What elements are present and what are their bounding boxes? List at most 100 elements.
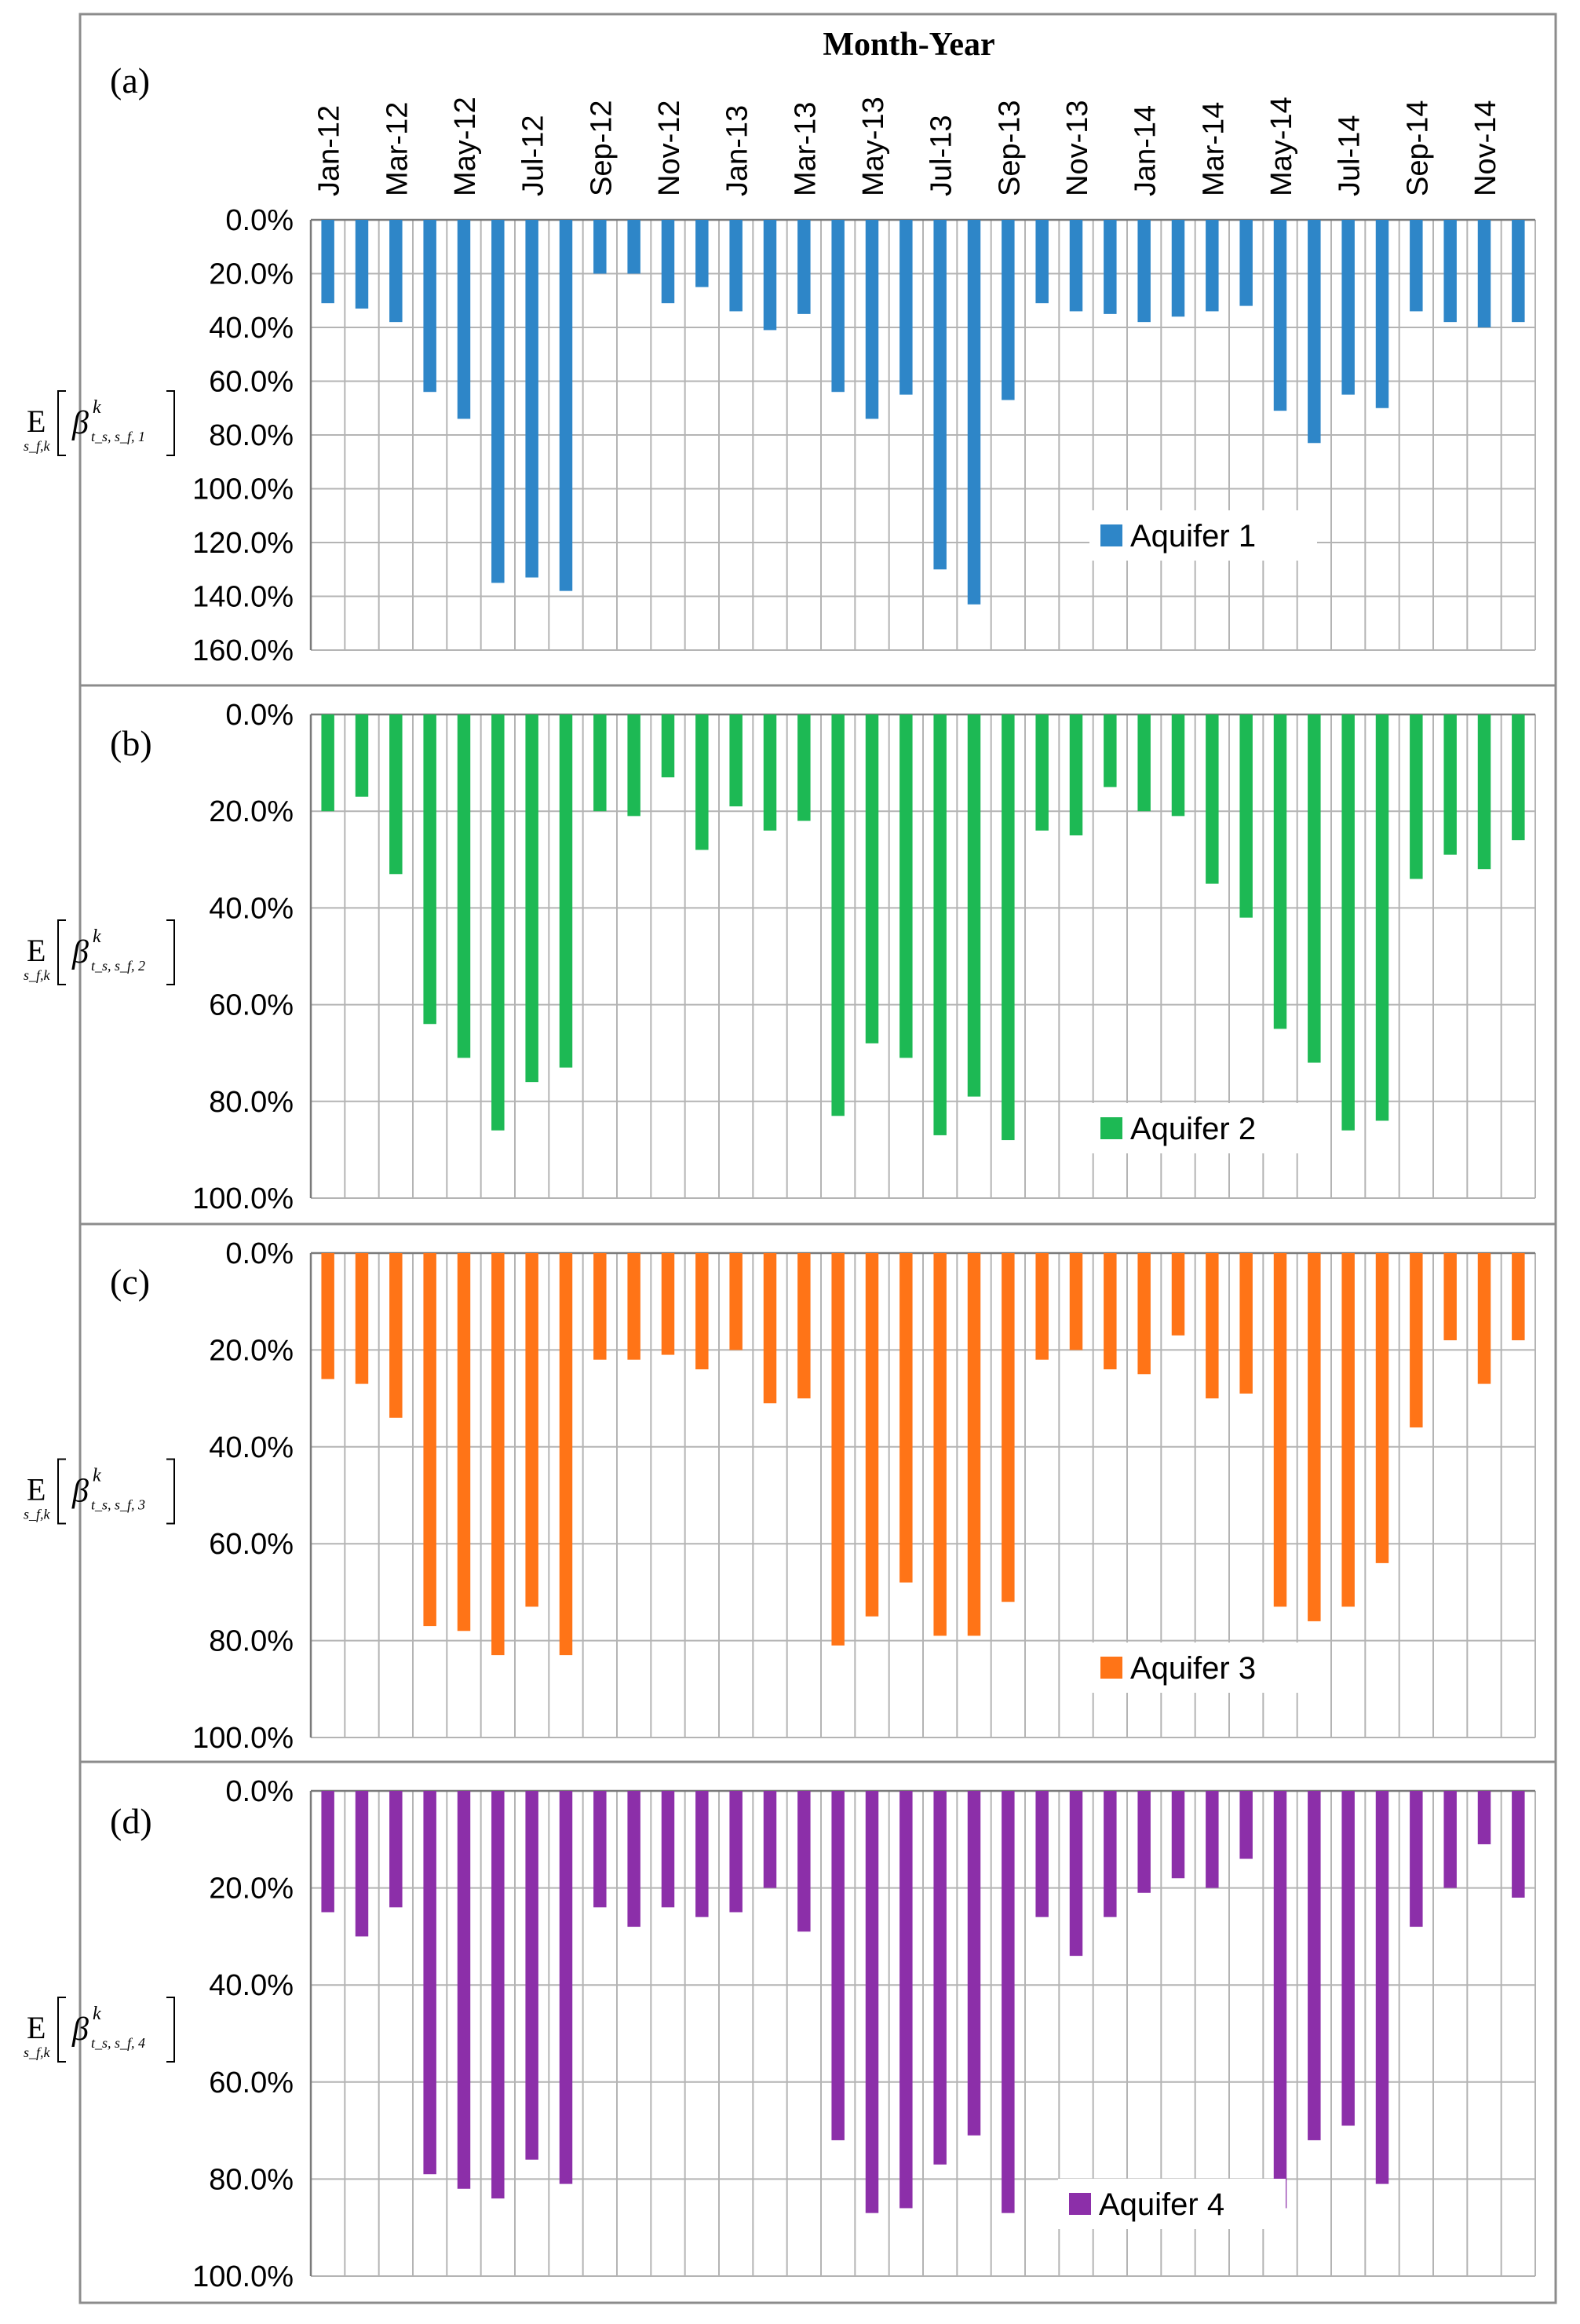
x-tick-label: Mar-12	[381, 102, 414, 196]
bar-Feb-13	[763, 1253, 777, 1404]
legend-background	[1089, 1643, 1317, 1693]
bar-May-14	[1273, 714, 1287, 1029]
y-label-operator: E	[27, 1472, 46, 1507]
y-label-symbol: β	[71, 405, 89, 441]
bar-Jul-13	[933, 714, 947, 1135]
y-tick-label: 0.0%	[225, 204, 294, 237]
y-tick-label: 20.0%	[209, 795, 294, 828]
bar-Apr-12	[423, 220, 436, 393]
bar-Sep-14	[1410, 1791, 1423, 1928]
bar-Sep-12	[593, 1791, 607, 1908]
panel-label: (b)	[110, 723, 152, 763]
bar-Jan-13	[729, 714, 743, 807]
bar-Nov-12	[661, 714, 675, 778]
y-tick-label: 20.0%	[209, 258, 294, 291]
y-label-operator-subscript: s_f,k	[24, 1507, 51, 1522]
legend-label: Aquifer 4	[1099, 2187, 1224, 2222]
bar-Jul-13	[933, 1253, 947, 1636]
y-tick-label: 100.0%	[192, 1722, 294, 1755]
panel-frame	[78, 1760, 1557, 2304]
y-tick-label: 40.0%	[209, 312, 294, 345]
bar-Jul-13	[933, 220, 947, 570]
legend: Aquifer 3	[1089, 1643, 1317, 1693]
bar-Feb-14	[1171, 1253, 1185, 1336]
bar-Jun-13	[899, 714, 913, 1058]
legend: Aquifer 1	[1089, 510, 1317, 561]
legend-background	[1089, 510, 1317, 561]
y-label-symbol: β	[71, 2012, 89, 2048]
x-tick-label: Sep-12	[585, 100, 618, 196]
bar-Feb-13	[763, 714, 777, 831]
bar-Nov-12	[661, 220, 675, 304]
bar-Mar-14	[1206, 1253, 1219, 1399]
bar-Mar-12	[389, 1791, 403, 1908]
chart-title: Month-Year	[823, 27, 994, 63]
bar-Aug-14	[1375, 1791, 1389, 2184]
bar-Jul-12	[525, 1791, 538, 2160]
bar-Sep-13	[1002, 220, 1015, 400]
bar-Nov-13	[1069, 714, 1083, 835]
bar-Jan-13	[729, 220, 743, 312]
bar-Dec-13	[1104, 1253, 1117, 1370]
legend-label: Aquifer 2	[1130, 1112, 1256, 1146]
bar-Jul-13	[933, 1791, 947, 2165]
bar-Apr-14	[1239, 714, 1253, 918]
bar-Oct-14	[1443, 220, 1457, 323]
bar-Oct-13	[1035, 714, 1049, 831]
bar-Nov-14	[1477, 714, 1491, 870]
bar-May-12	[457, 1253, 471, 1632]
bar-Apr-12	[423, 1253, 436, 1627]
bar-Oct-13	[1035, 220, 1049, 304]
y-label-superscript: k	[93, 1466, 101, 1486]
bar-Oct-13	[1035, 1791, 1049, 1917]
x-tick-label: Jul-13	[925, 115, 958, 197]
x-tick-label: Nov-12	[653, 100, 686, 197]
y-tick-label: 100.0%	[192, 473, 294, 506]
bar-Jan-12	[321, 714, 334, 812]
bar-Sep-14	[1410, 714, 1423, 879]
bar-Sep-12	[593, 220, 607, 274]
right-bracket	[166, 919, 175, 985]
y-tick-label: 40.0%	[209, 892, 294, 925]
y-tick-label: 80.0%	[209, 419, 294, 452]
panel-label: (c)	[110, 1262, 150, 1302]
bar-Sep-13	[1002, 1791, 1015, 2213]
bar-Mar-13	[797, 220, 811, 314]
x-tick-label: Sep-14	[1401, 100, 1434, 196]
left-bracket	[57, 919, 66, 985]
bar-Nov-12	[661, 1791, 675, 1908]
y-axis-label: Es_f,k β k t_s, s_f, 3	[24, 1458, 175, 1525]
bar-Dec-13	[1104, 1791, 1117, 1917]
bar-Oct-14	[1443, 1253, 1457, 1341]
bar-Apr-13	[831, 714, 845, 1116]
bar-Dec-14	[1512, 1253, 1525, 1341]
bar-Apr-14	[1239, 220, 1253, 306]
y-tick-label: 20.0%	[209, 1334, 294, 1367]
x-axis-tick-labels: Jan-12 Mar-12 May-12 Jul-12 Sep-12 Nov-12 Jan-…	[313, 97, 1502, 196]
bar-Mar-14	[1206, 1791, 1219, 1888]
bar-Nov-13	[1069, 220, 1083, 312]
x-tick-label: May-14	[1265, 97, 1298, 196]
bar-Jul-14	[1341, 714, 1355, 1131]
bar-May-13	[865, 220, 879, 419]
x-tick-label: Nov-14	[1469, 100, 1502, 197]
y-tick-label: 60.0%	[209, 1528, 294, 1561]
panel-a: 0.0% 20.0% 40.0% 60.0% 80.0% 100.0% 120.0% 140.…	[24, 13, 1557, 687]
y-tick-label: 80.0%	[209, 1625, 294, 1658]
bar-Oct-14	[1443, 1791, 1457, 1888]
panel-b: 0.0% 20.0% 40.0% 60.0% 80.0% 100.0% Aquifer 2 (…	[24, 684, 1557, 1226]
bar-Jul-14	[1341, 1791, 1355, 2126]
bar-Sep-14	[1410, 1253, 1423, 1428]
bar-May-12	[457, 714, 471, 1058]
bar-Aug-14	[1375, 714, 1389, 1121]
y-label-operator-subscript: s_f,k	[24, 967, 51, 983]
bar-Dec-12	[695, 220, 709, 287]
bar-Feb-12	[355, 714, 369, 797]
bar-Mar-12	[389, 714, 403, 875]
y-tick-label: 160.0%	[192, 634, 294, 667]
y-label-symbol: β	[71, 934, 89, 970]
y-label-superscript: k	[93, 2004, 101, 2024]
x-tick-label: Nov-13	[1061, 100, 1094, 197]
x-tick-label: Jul-12	[517, 115, 550, 197]
bar-Jun-13	[899, 1791, 913, 2209]
